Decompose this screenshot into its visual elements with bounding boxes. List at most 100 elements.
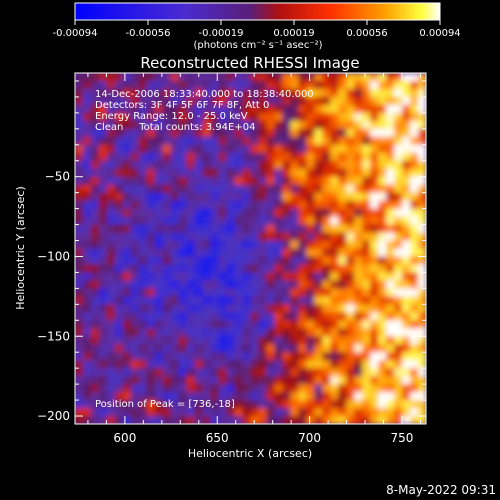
heatmap-cell (202, 136, 212, 146)
heatmap-cell (394, 352, 403, 361)
heatmap-cell (346, 88, 355, 98)
heatmap-cell (330, 408, 339, 417)
heatmap-cell (226, 416, 236, 424)
heatmap-cell (402, 168, 411, 178)
heatmap-cell (354, 288, 363, 297)
heatmap-cell (418, 73, 426, 82)
heatmap-cell (258, 376, 268, 385)
heatmap-cell (98, 280, 108, 289)
colorbar-tick-label: 0.00056 (346, 28, 387, 39)
heatmap-cell (98, 248, 108, 258)
heatmap-cell (290, 336, 299, 345)
heatmap-cell (250, 168, 260, 178)
heatmap-cell (242, 376, 252, 385)
heatmap-cell (354, 296, 363, 305)
heatmap-cell (82, 73, 92, 82)
heatmap-cell (402, 136, 411, 146)
heatmap-cell (170, 200, 180, 210)
heatmap-cell (410, 248, 419, 258)
heatmap-cell (218, 264, 228, 274)
heatmap-cell (386, 136, 395, 146)
heatmap-cell (146, 80, 156, 90)
heatmap-cell (186, 232, 196, 242)
heatmap-cell (178, 144, 188, 154)
heatmap-cell (210, 288, 220, 297)
heatmap-cell (370, 80, 379, 90)
heatmap-cell (274, 200, 284, 210)
heatmap-cell (194, 128, 204, 138)
heatmap-cell (242, 240, 252, 250)
heatmap-cell (418, 280, 426, 289)
heatmap-cell (106, 240, 116, 250)
heatmap-cell (298, 384, 307, 393)
heatmap-cell (178, 376, 188, 385)
heatmap-cell (170, 88, 180, 98)
heatmap-cell (418, 104, 426, 114)
heatmap-cell (154, 176, 164, 186)
heatmap-cell (162, 168, 172, 178)
heatmap-cell (130, 120, 140, 130)
y-tick-label: −50 (45, 170, 70, 184)
heatmap-cell (298, 232, 307, 242)
heatmap-cell (330, 224, 339, 234)
heatmap-cell (410, 264, 419, 274)
heatmap-cell (378, 280, 387, 289)
heatmap-cell (346, 216, 355, 226)
heatmap-cell (146, 392, 156, 401)
heatmap-cell (306, 152, 315, 162)
colorbar-tick-label: 0.00019 (273, 28, 314, 39)
heatmap-cell (75, 296, 84, 305)
heatmap-cell (226, 376, 236, 385)
heatmap-cell (274, 112, 284, 122)
heatmap-cell (170, 168, 180, 178)
heatmap-cell (234, 184, 244, 194)
heatmap-cell (162, 288, 172, 297)
heatmap-cell (298, 312, 307, 321)
heatmap-cell (82, 264, 92, 274)
heatmap-cell (90, 392, 100, 401)
heatmap-cell (162, 408, 172, 417)
heatmap-cell (402, 384, 411, 393)
heatmap-cell (354, 264, 363, 274)
heatmap-cell (90, 416, 100, 424)
heatmap-cell (202, 360, 212, 369)
heatmap-cell (210, 96, 220, 106)
heatmap-cell (90, 168, 100, 178)
heatmap-cell (162, 264, 172, 274)
heatmap-cell (218, 416, 228, 424)
heatmap-cell (354, 312, 363, 321)
heatmap-cell (82, 368, 92, 377)
heatmap-cell (242, 192, 252, 202)
heatmap-cell (210, 104, 220, 114)
heatmap-cell (106, 400, 116, 409)
heatmap-cell (194, 80, 204, 90)
heatmap-cell (354, 232, 363, 242)
heatmap-cell (314, 216, 323, 226)
heatmap-cell (234, 336, 244, 345)
heatmap-cell (378, 224, 387, 234)
heatmap-cell (162, 224, 172, 234)
heatmap-cell (290, 192, 299, 202)
heatmap-cell (410, 408, 419, 417)
heatmap-cell (122, 328, 132, 337)
heatmap-cell (154, 360, 164, 369)
heatmap-cell (146, 328, 156, 337)
heatmap-cell (338, 368, 347, 377)
heatmap-cell (346, 120, 355, 130)
heatmap-cell (114, 264, 124, 274)
heatmap-cell (346, 256, 355, 266)
heatmap-cell (178, 80, 188, 90)
heatmap-cell (146, 208, 156, 218)
heatmap-cell (330, 296, 339, 305)
heatmap-cell (274, 288, 284, 297)
heatmap-cell (290, 136, 299, 146)
heatmap-cell (258, 168, 268, 178)
heatmap-cell (98, 384, 108, 393)
heatmap-cell (370, 200, 379, 210)
heatmap-cell (82, 232, 92, 242)
heatmap-cell (75, 120, 84, 130)
heatmap-cell (338, 328, 347, 337)
heatmap-cell (146, 104, 156, 114)
heatmap-cell (75, 73, 84, 82)
heatmap-cell (106, 112, 116, 122)
